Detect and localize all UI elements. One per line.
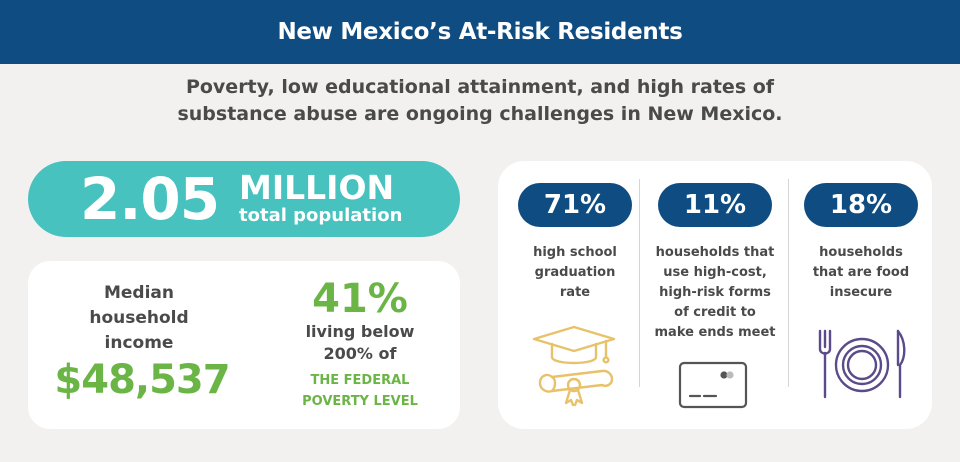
poverty-caps: THE FEDERAL POVERTY LEVEL [270, 370, 450, 412]
stat-label: high school graduation rate [506, 243, 644, 303]
stat-food: 18% households that are food insecure [792, 161, 930, 429]
stat-label: households that are food insecure [792, 243, 930, 303]
plate-fork-knife-icon [818, 329, 906, 399]
income-poverty-card: Median household income $48,537 41% livi… [28, 261, 460, 429]
stat-label-line: high school [533, 245, 617, 260]
graduation-cap-diploma-icon [532, 325, 616, 407]
population-unit: MILLION [239, 168, 395, 207]
stat-label: households that use high-cost, high-risk… [646, 243, 784, 343]
stat-label-line: insecure [829, 285, 893, 300]
subtitle-line-1: Poverty, low educational attainment, and… [185, 76, 775, 98]
poverty-text: living below 200% of [270, 321, 450, 365]
stat-label-line: rate [559, 285, 591, 300]
subtitle-line-2: substance abuse are ongoing challenges i… [177, 103, 783, 125]
stat-divider [788, 179, 789, 387]
stat-graduation: 71% high school graduation rate [506, 161, 644, 429]
population-value: 2.05 [80, 165, 220, 233]
subtitle: Poverty, low educational attainment, and… [130, 74, 830, 128]
stat-label-line: that are food [812, 265, 910, 280]
stat-label-line: use high-cost, [663, 265, 767, 280]
stat-credit: 11% households that use high-cost, high-… [646, 161, 784, 429]
income-label-line: income [104, 333, 174, 353]
poverty-text-line: 200% of [323, 344, 397, 363]
stat-percent-pill: 71% [518, 183, 632, 227]
stats-card: 71% high school graduation rate 11% hous… [498, 161, 932, 429]
stat-label-line: households that [655, 245, 775, 260]
stat-label-line: make ends meet [654, 325, 776, 340]
stat-label-line: high-risk forms [659, 285, 771, 300]
stat-percent-pill: 18% [804, 183, 918, 227]
population-pill: 2.05 MILLION total population [28, 161, 460, 237]
stat-label-line: of credit to [674, 305, 756, 320]
stat-percent-pill: 11% [658, 183, 772, 227]
income-label-line: Median [103, 283, 175, 303]
income-value: $48,537 [54, 357, 230, 403]
poverty-caps-line: POVERTY LEVEL [302, 394, 418, 409]
population-label: total population [239, 205, 403, 226]
poverty-text-line: living below [305, 322, 415, 341]
poverty-caps-line: THE FEDERAL [310, 373, 410, 388]
poverty-percent: 41% [312, 276, 408, 322]
stat-divider [639, 179, 640, 387]
income-label-line: household [89, 308, 189, 328]
header-banner: New Mexico’s At-Risk Residents [0, 0, 960, 64]
stat-label-line: households [819, 245, 903, 260]
page-title: New Mexico’s At-Risk Residents [277, 19, 683, 45]
income-label: Median household income [48, 281, 230, 356]
stat-label-line: graduation [534, 265, 616, 280]
credit-card-icon [678, 361, 748, 409]
